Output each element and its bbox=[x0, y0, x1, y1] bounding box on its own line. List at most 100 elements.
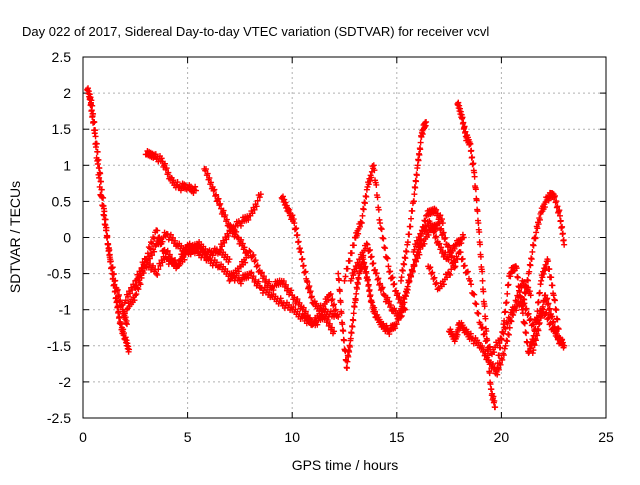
data-point bbox=[428, 270, 435, 277]
data-point bbox=[530, 347, 537, 354]
data-point bbox=[296, 299, 303, 306]
data-point bbox=[464, 268, 471, 275]
data-point bbox=[413, 172, 420, 179]
data-point bbox=[158, 155, 165, 162]
data-point bbox=[144, 250, 151, 257]
data-point bbox=[430, 229, 437, 236]
data-point bbox=[104, 234, 111, 241]
data-point bbox=[90, 118, 97, 125]
data-point bbox=[288, 287, 295, 294]
data-point bbox=[513, 298, 520, 305]
data-point bbox=[102, 222, 109, 229]
data-point bbox=[249, 210, 256, 217]
data-point bbox=[214, 196, 221, 203]
data-point bbox=[479, 343, 486, 350]
data-point bbox=[121, 310, 128, 317]
data-point bbox=[237, 222, 244, 229]
data-point bbox=[118, 320, 125, 327]
data-point bbox=[499, 356, 506, 363]
data-point bbox=[527, 262, 534, 269]
data-point bbox=[437, 226, 444, 233]
y-tick-label: 1.5 bbox=[52, 121, 72, 137]
data-point bbox=[510, 312, 517, 319]
data-point bbox=[387, 268, 394, 275]
data-point bbox=[367, 246, 374, 253]
data-point bbox=[251, 206, 258, 213]
x-tick-label: 5 bbox=[184, 429, 192, 445]
data-point bbox=[163, 165, 170, 172]
data-point bbox=[416, 151, 423, 158]
data-point bbox=[89, 113, 96, 120]
data-point bbox=[401, 299, 408, 306]
data-point bbox=[470, 290, 477, 297]
data-point bbox=[254, 262, 261, 269]
data-point bbox=[436, 240, 443, 247]
data-point bbox=[314, 321, 321, 328]
data-point bbox=[96, 183, 103, 190]
data-point bbox=[306, 283, 313, 290]
data-point bbox=[447, 271, 454, 278]
data-point bbox=[286, 206, 293, 213]
data-point bbox=[85, 85, 92, 92]
data-point bbox=[445, 256, 452, 263]
data-point bbox=[346, 348, 353, 355]
data-point bbox=[549, 282, 556, 289]
data-point bbox=[529, 248, 536, 255]
data-point bbox=[360, 252, 367, 259]
data-point bbox=[225, 258, 232, 265]
data-point bbox=[526, 317, 533, 324]
data-point bbox=[527, 292, 534, 299]
data-point bbox=[132, 292, 139, 299]
data-point bbox=[363, 193, 370, 200]
data-point bbox=[308, 293, 315, 300]
data-point bbox=[441, 236, 448, 243]
data-point bbox=[412, 184, 419, 191]
data-point bbox=[105, 240, 112, 247]
data-point bbox=[546, 305, 553, 312]
data-point bbox=[468, 147, 475, 154]
data-point bbox=[451, 245, 458, 252]
data-point bbox=[423, 118, 430, 125]
data-point bbox=[87, 101, 94, 108]
data-point bbox=[241, 244, 248, 251]
data-point bbox=[507, 317, 514, 324]
data-point bbox=[397, 309, 404, 316]
data-point bbox=[346, 343, 353, 350]
data-point bbox=[167, 231, 174, 238]
y-tick-label: 0 bbox=[63, 230, 71, 246]
data-point bbox=[427, 220, 434, 227]
data-point bbox=[263, 276, 270, 283]
data-point bbox=[526, 268, 533, 275]
data-point bbox=[364, 276, 371, 283]
data-point bbox=[475, 220, 482, 227]
data-point bbox=[531, 342, 538, 349]
data-point bbox=[442, 234, 449, 241]
data-point bbox=[258, 269, 265, 276]
data-point bbox=[559, 230, 566, 237]
data-point bbox=[372, 308, 379, 315]
data-point bbox=[153, 270, 160, 277]
data-point bbox=[342, 273, 349, 280]
data-point bbox=[375, 206, 382, 213]
data-point bbox=[411, 191, 418, 198]
data-point bbox=[235, 274, 242, 281]
data-point bbox=[99, 203, 106, 210]
data-point bbox=[161, 255, 168, 262]
data-point bbox=[480, 346, 487, 353]
data-point bbox=[255, 278, 262, 285]
data-point bbox=[324, 317, 331, 324]
data-point bbox=[379, 284, 386, 291]
data-point bbox=[432, 234, 439, 241]
data-point bbox=[121, 330, 128, 337]
data-point bbox=[300, 304, 307, 311]
data-point bbox=[535, 221, 542, 228]
data-point bbox=[237, 280, 244, 287]
data-point bbox=[516, 284, 523, 291]
data-point bbox=[551, 192, 558, 199]
data-point bbox=[467, 277, 474, 284]
data-point bbox=[456, 105, 463, 112]
data-point bbox=[431, 274, 438, 281]
data-point bbox=[299, 255, 306, 262]
data-point bbox=[535, 327, 542, 334]
data-point bbox=[137, 281, 144, 288]
